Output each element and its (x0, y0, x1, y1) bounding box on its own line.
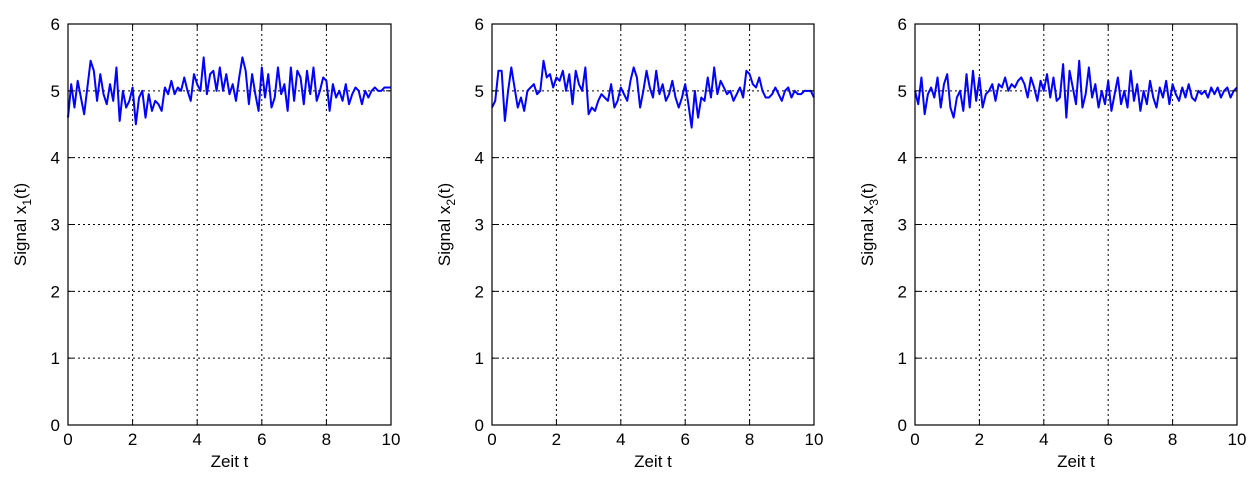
y-axis-label: Signal x1(t) (11, 183, 34, 266)
y-tick-label: 2 (898, 282, 907, 301)
y-tick-label: 0 (475, 416, 484, 435)
y-tick-label: 0 (51, 416, 60, 435)
x-tick-label: 0 (63, 430, 72, 449)
y-axis-label: Signal x2(t) (435, 183, 458, 266)
x-tick-label: 8 (1168, 430, 1177, 449)
x-tick-label: 6 (1103, 430, 1112, 449)
x-tick-label: 8 (745, 430, 754, 449)
x-tick-label: 2 (975, 430, 984, 449)
chart-panel-2: 0 2 4 6 8 10 0 1 2 3 4 5 6 Zeit t Signal x2(t) (435, 15, 823, 471)
x-tick-label: 10 (382, 430, 401, 449)
x-tick-label: 2 (552, 430, 561, 449)
x-axis-label: Zeit t (1057, 452, 1095, 471)
x-tick-label: 0 (487, 430, 496, 449)
y-tick-label: 4 (475, 149, 484, 168)
y-tick-label: 3 (51, 216, 60, 235)
y-tick-label: 2 (475, 282, 484, 301)
y-axis-label: Signal x3(t) (858, 183, 881, 266)
x-axis-label: Zeit t (634, 452, 672, 471)
y-tick-label: 4 (898, 149, 907, 168)
x-tick-label: 10 (1228, 430, 1247, 449)
y-tick-label: 1 (475, 349, 484, 368)
signal-line-3 (914, 59, 1238, 119)
signal-line-1 (67, 56, 391, 126)
x-tick-label: 6 (680, 430, 689, 449)
x-tick-label: 6 (257, 430, 266, 449)
x-tick-label: 2 (128, 430, 137, 449)
chart-panel-1: 0 2 4 6 8 10 0 1 2 3 4 5 6 Zeit t Signal x1(t) (11, 15, 400, 471)
x-tick-label: 10 (805, 430, 824, 449)
chart-panel-3: 0 2 4 6 8 10 0 1 2 3 4 5 6 Zeit t Signal x3(t) (858, 15, 1246, 471)
x-tick-label: 4 (1039, 430, 1048, 449)
y-tick-label: 3 (898, 216, 907, 235)
x-tick-label: 4 (616, 430, 625, 449)
y-tick-label: 3 (475, 216, 484, 235)
y-tick-label: 2 (51, 282, 60, 301)
y-tick-label: 1 (51, 349, 60, 368)
y-tick-label: 6 (898, 15, 907, 34)
x-tick-label: 8 (322, 430, 331, 449)
x-axis-label: Zeit t (211, 452, 249, 471)
y-tick-label: 5 (51, 82, 60, 101)
y-tick-label: 6 (475, 15, 484, 34)
y-tick-label: 5 (898, 82, 907, 101)
y-tick-label: 5 (475, 82, 484, 101)
signal-line-2 (491, 59, 815, 129)
y-tick-label: 6 (51, 15, 60, 34)
y-tick-label: 4 (51, 149, 60, 168)
y-tick-label: 0 (898, 416, 907, 435)
x-tick-label: 4 (192, 430, 201, 449)
x-tick-label: 0 (910, 430, 919, 449)
y-tick-label: 1 (898, 349, 907, 368)
